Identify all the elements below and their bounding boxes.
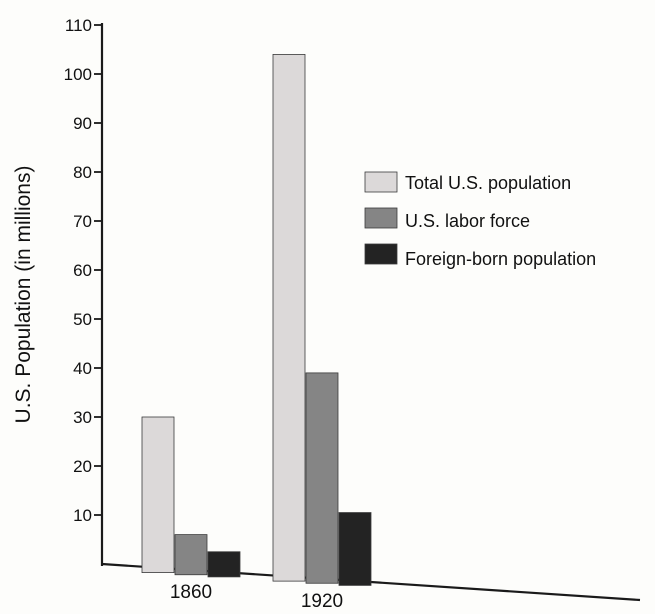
legend-swatch-0 xyxy=(364,171,398,193)
y-tick-label: 50 xyxy=(73,310,92,329)
y-tick-label: 10 xyxy=(73,506,92,525)
bar-1860-series-2 xyxy=(207,551,241,578)
legend-label-0: Total U.S. population xyxy=(405,173,571,193)
x-category-label: 1860 xyxy=(170,582,212,603)
bar-1920-series-0 xyxy=(272,54,306,582)
y-tick-label: 90 xyxy=(73,114,92,133)
legend-label-1: U.S. labor force xyxy=(405,211,530,231)
y-tick-label: 70 xyxy=(73,212,92,231)
bar-1860-series-1 xyxy=(174,534,208,576)
legend-swatch-1 xyxy=(364,207,398,229)
y-tick-label: 20 xyxy=(73,457,92,476)
labels: U.S. Population (in millions) 1860 1920 xyxy=(12,166,343,612)
bars xyxy=(141,54,372,586)
y-tick-label: 60 xyxy=(73,261,92,280)
y-tick-label: 30 xyxy=(73,408,92,427)
y-tick-label: 80 xyxy=(73,163,92,182)
y-tick-label: 110 xyxy=(65,16,92,35)
bar-1860-series-0 xyxy=(141,416,175,574)
y-tick-label: 100 xyxy=(64,65,92,84)
legend-label-2: Foreign-born population xyxy=(405,249,596,269)
legend: Total U.S. population U.S. labor force For… xyxy=(364,171,596,269)
legend-swatch-2 xyxy=(364,243,398,265)
y-tick-label: 40 xyxy=(73,359,92,378)
bar-1920-series-1 xyxy=(305,372,339,584)
y-axis-title: U.S. Population (in millions) xyxy=(12,166,35,424)
bar-1920-series-2 xyxy=(338,512,372,586)
x-category-label: 1920 xyxy=(301,591,343,612)
